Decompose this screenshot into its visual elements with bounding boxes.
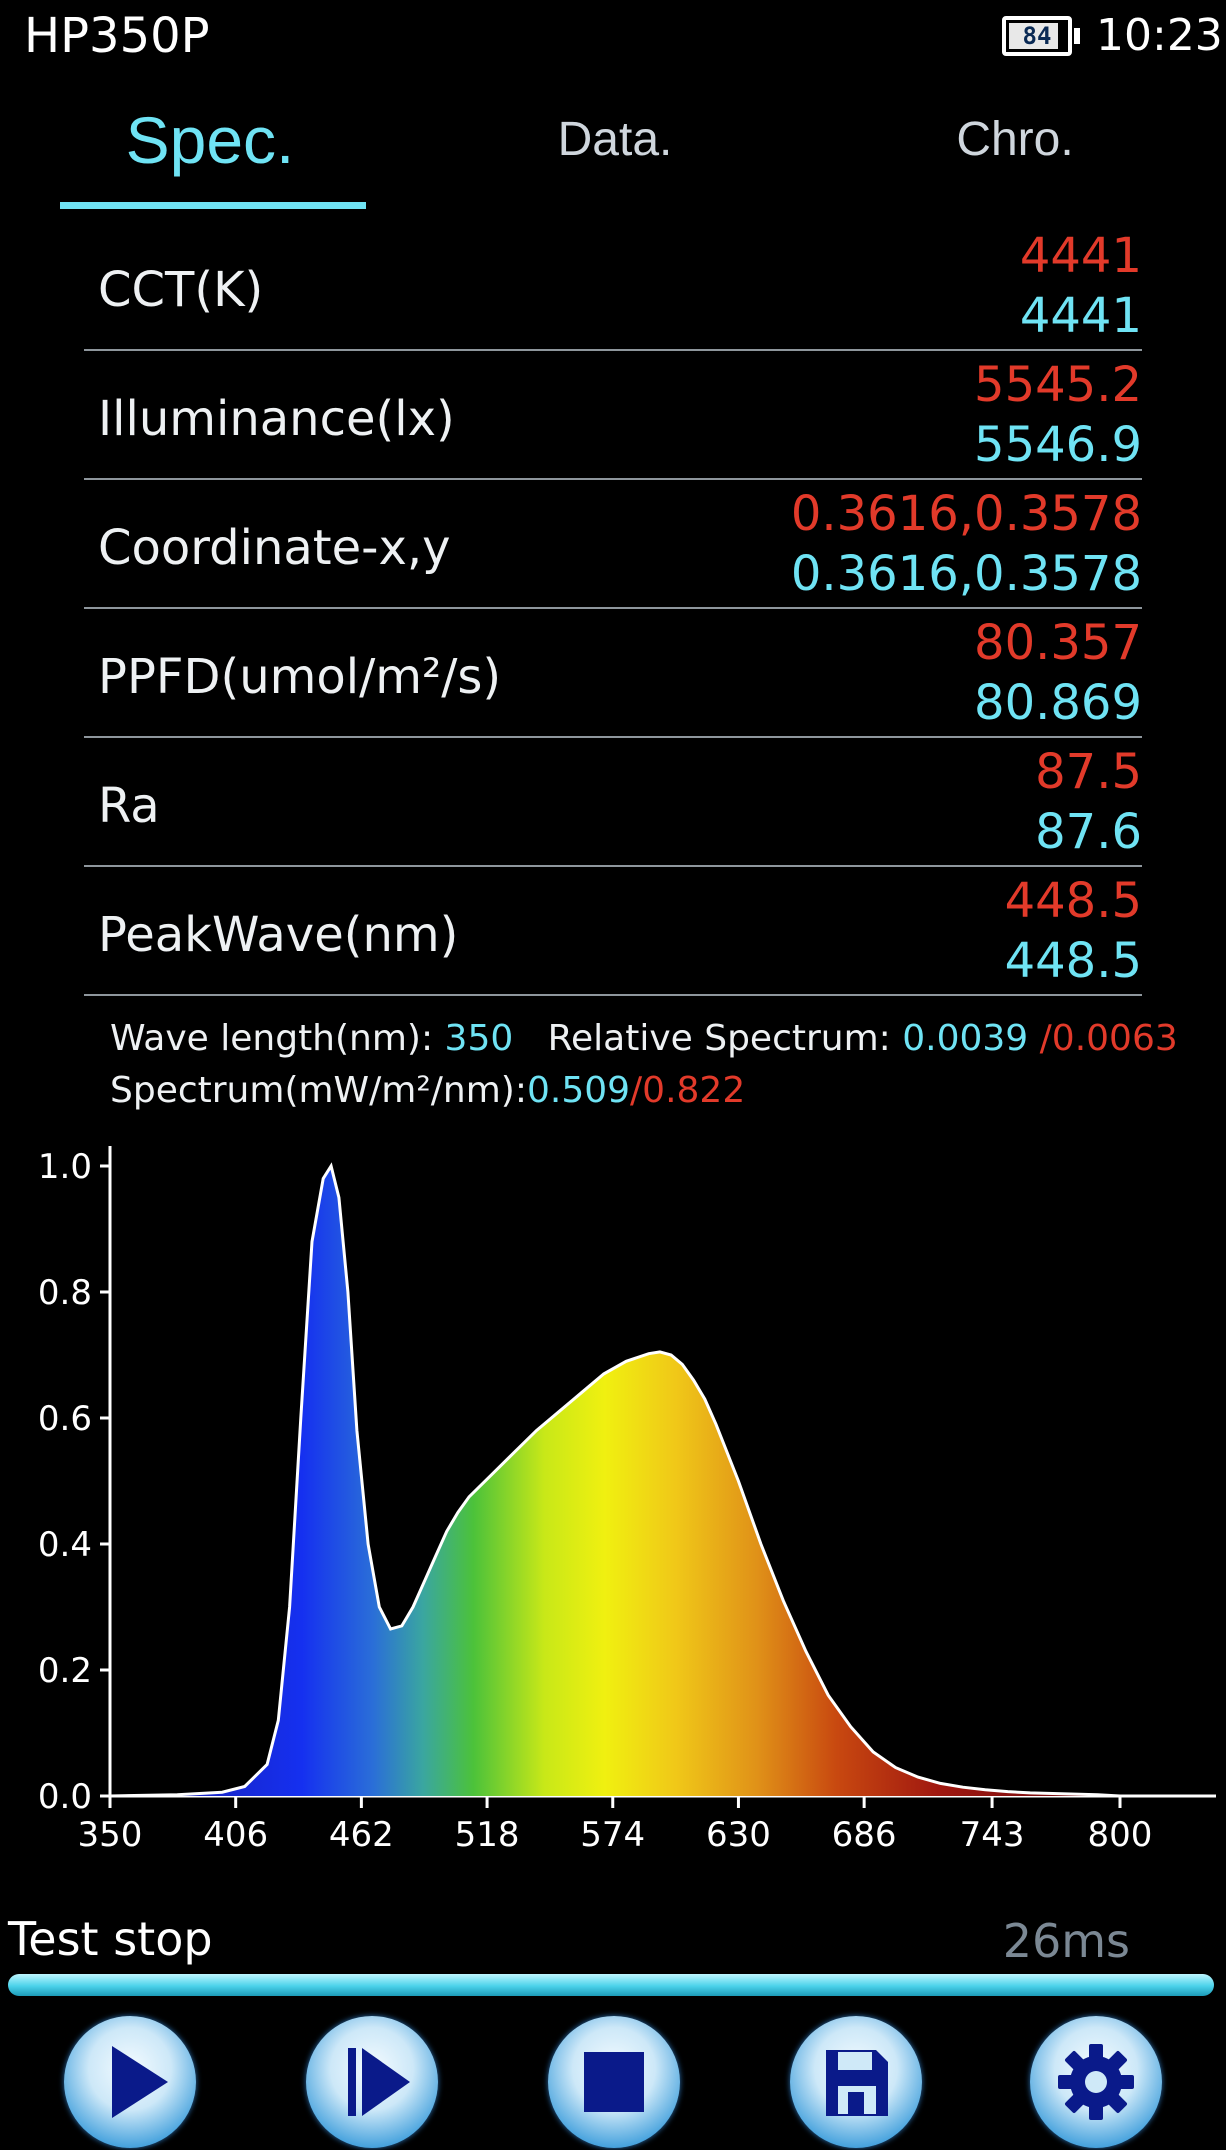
metric-value-cyan: 87.6 bbox=[1035, 804, 1142, 860]
relative-spectrum-label: Relative Spectrum: bbox=[547, 1018, 903, 1059]
battery-percent: 84 bbox=[1022, 22, 1052, 50]
y-tick-label: 0.4 bbox=[38, 1525, 92, 1565]
metric-row-ppfd: PPFD(umol/m²/s) 80.357 80.869 bbox=[84, 609, 1142, 738]
save-button[interactable] bbox=[790, 2016, 922, 2148]
y-axis-ticks: 0.0 0.2 0.4 0.6 0.8 1.0 bbox=[38, 1147, 110, 1817]
metric-value-red: 80.357 bbox=[974, 615, 1142, 671]
gear-icon bbox=[1058, 2044, 1134, 2120]
metric-label: Ra bbox=[98, 778, 160, 834]
x-tick-label: 518 bbox=[455, 1815, 520, 1855]
step-play-icon bbox=[348, 2048, 410, 2116]
metric-label: Illuminance(lx) bbox=[98, 391, 455, 447]
metric-row-peakwave: PeakWave(nm) 448.5 448.5 bbox=[84, 867, 1142, 996]
battery-terminal bbox=[1074, 28, 1080, 44]
tab-data[interactable]: Data. bbox=[557, 113, 673, 166]
metric-value-cyan: 448.5 bbox=[1004, 933, 1142, 989]
spectrum-value-ref: /0.822 bbox=[630, 1070, 746, 1111]
metric-label: PeakWave(nm) bbox=[98, 907, 459, 963]
x-tick-label: 800 bbox=[1088, 1815, 1153, 1855]
metric-value-cyan: 5546.9 bbox=[974, 417, 1142, 473]
metrics-table: CCT(K) 4441 4441 Illuminance(lx) 5545.2 … bbox=[84, 222, 1142, 996]
x-tick-label: 574 bbox=[580, 1815, 645, 1855]
metric-row-ra: Ra 87.5 87.6 bbox=[84, 738, 1142, 867]
progress-bar-fill bbox=[8, 1974, 1214, 1996]
x-tick-label: 743 bbox=[960, 1815, 1025, 1855]
y-tick-label: 0.8 bbox=[38, 1273, 92, 1313]
relative-spectrum-value-ref: /0.0063 bbox=[1039, 1018, 1178, 1059]
metric-label: CCT(K) bbox=[98, 262, 264, 318]
metric-value-red: 0.3616,0.3578 bbox=[790, 486, 1142, 542]
spectrum-curve bbox=[109, 1162, 1121, 1798]
relative-spectrum-value: 0.0039 bbox=[902, 1018, 1029, 1059]
settings-button[interactable] bbox=[1030, 2016, 1162, 2148]
x-tick-label: 462 bbox=[329, 1815, 394, 1855]
y-tick-label: 1.0 bbox=[38, 1147, 92, 1187]
clock: 10:23 bbox=[1096, 10, 1223, 61]
metric-value-red: 5545.2 bbox=[974, 357, 1142, 413]
metric-row-coordinate: Coordinate-x,y 0.3616,0.3578 0.3616,0.35… bbox=[84, 480, 1142, 609]
stop-button[interactable] bbox=[548, 2016, 680, 2148]
tab-spec[interactable]: Spec. bbox=[125, 103, 295, 177]
x-tick-label: 406 bbox=[203, 1815, 268, 1855]
cursor-readout-line2: Spectrum(mW/m²/nm):0.509/0.822 bbox=[110, 1070, 745, 1111]
wavelength-label: Wave length(nm): bbox=[110, 1018, 445, 1059]
cursor-readout-line1: Wave length(nm): 350 Relative Spectrum: … bbox=[110, 1018, 1178, 1059]
play-icon bbox=[112, 2046, 168, 2118]
y-tick-label: 0.0 bbox=[38, 1777, 92, 1817]
status-bar: HP350P 84 10:23 bbox=[0, 0, 1226, 80]
stop-icon bbox=[584, 2052, 644, 2112]
metric-row-illuminance: Illuminance(lx) 5545.2 5546.9 bbox=[84, 351, 1142, 480]
tab-chro[interactable]: Chro. bbox=[956, 113, 1074, 166]
single-test-button[interactable] bbox=[306, 2016, 438, 2148]
metric-label: PPFD(umol/m²/s) bbox=[98, 649, 502, 705]
metric-value-red: 87.5 bbox=[1035, 744, 1142, 800]
y-tick-label: 0.6 bbox=[38, 1399, 92, 1439]
test-status: Test stop bbox=[8, 1912, 213, 1966]
save-icon bbox=[826, 2050, 888, 2116]
spectrum-value: 0.509 bbox=[526, 1070, 631, 1111]
wavelength-value: 350 bbox=[444, 1018, 514, 1059]
metric-value-cyan: 4441 bbox=[1019, 288, 1142, 344]
metric-value-red: 4441 bbox=[1019, 228, 1142, 284]
metric-value-cyan: 80.869 bbox=[974, 675, 1142, 731]
tab-bar: Spec. Data. Chro. bbox=[0, 90, 1226, 220]
battery-fill bbox=[1009, 23, 1058, 49]
active-tab-indicator bbox=[60, 202, 366, 209]
metric-value-cyan: 0.3616,0.3578 bbox=[790, 546, 1142, 602]
metric-value-red: 448.5 bbox=[1004, 873, 1142, 929]
test-time: 26ms bbox=[1002, 1914, 1130, 1968]
x-tick-label: 630 bbox=[706, 1815, 771, 1855]
y-tick-label: 0.2 bbox=[38, 1651, 92, 1691]
x-axis-ticks: 350 406 462 518 574 630 686 743 800 bbox=[78, 1796, 1153, 1855]
play-button[interactable] bbox=[64, 2016, 196, 2148]
app-title: HP350P bbox=[24, 8, 210, 64]
metric-label: Coordinate-x,y bbox=[98, 520, 451, 576]
x-tick-label: 350 bbox=[78, 1815, 143, 1855]
x-tick-label: 686 bbox=[832, 1815, 897, 1855]
spectrum-area bbox=[110, 1166, 1120, 1796]
metric-row-cct: CCT(K) 4441 4441 bbox=[84, 222, 1142, 351]
spectrum-chart[interactable]: 350 406 462 518 574 630 686 743 800 0.0 0.2 0.4 0.6… bbox=[0, 1110, 1226, 1880]
battery-icon: 84 bbox=[1002, 16, 1072, 56]
progress-bar bbox=[8, 1974, 1214, 1996]
spectrum-label: Spectrum(mW/m²/nm): bbox=[110, 1070, 527, 1111]
